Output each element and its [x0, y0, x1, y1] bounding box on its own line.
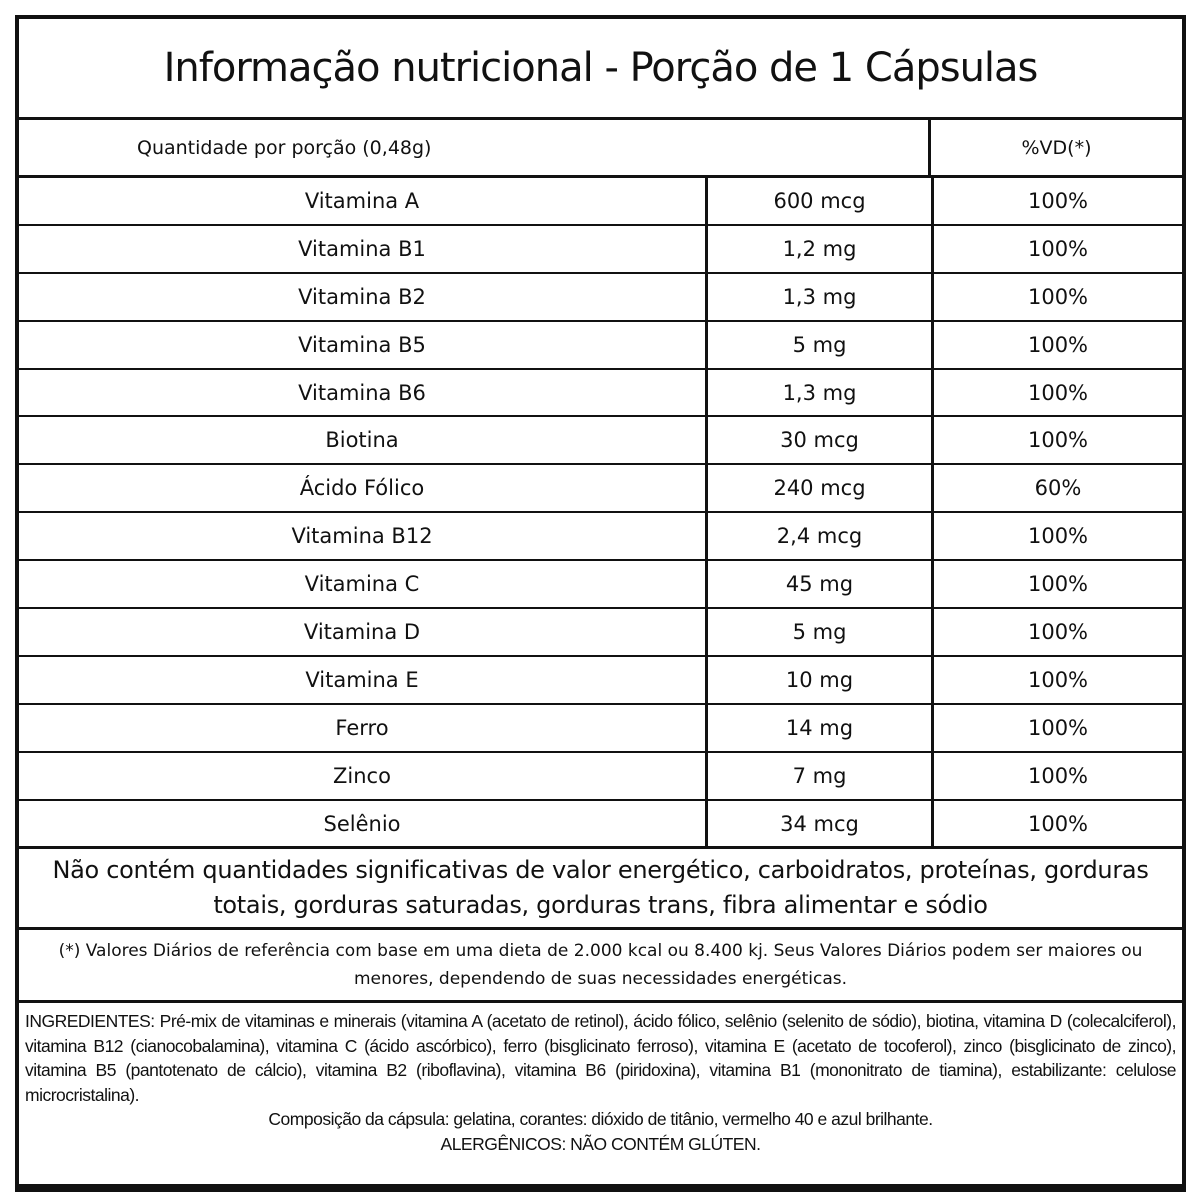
nutrient-name: Vitamina B2: [19, 273, 708, 320]
nutrient-dv: 100%: [1027, 811, 1089, 836]
nutrient-dv: 100%: [1027, 572, 1089, 597]
header-row: Quantidade por porção (0,48g) %VD(*): [19, 120, 1182, 178]
table-row: Vitamina B12 2,4 mcg 100%: [19, 513, 1182, 562]
table-row: Ácido Fólico 240 mcg 60%: [19, 465, 1182, 514]
table-row: Vitamina E 10 mg 100%: [19, 656, 1182, 705]
nutrient-dv: 60%: [1034, 476, 1082, 501]
nutrient-amount: 14 mg: [708, 704, 934, 751]
nutrient-dv: 100%: [1027, 332, 1089, 357]
nutrient-amount: 2,4 mcg: [708, 513, 934, 560]
table-row: Vitamina C 45 mg 100%: [19, 561, 1182, 610]
nutrient-amount: 30 mcg: [708, 417, 934, 464]
table-row: Vitamina A 600 mcg 100%: [19, 178, 1182, 226]
serving-size: Quantidade por porção (0,48g): [19, 120, 931, 175]
nutrient-amount: 10 mg: [708, 656, 934, 703]
nutrient-dv: 100%: [1027, 380, 1089, 405]
table-row: Zinco 7 mg 100%: [19, 752, 1182, 801]
nutrient-dv: 100%: [1027, 763, 1089, 788]
nutrient-name: Vitamina C: [19, 561, 708, 608]
nutrient-amount: 600 mcg: [708, 178, 934, 224]
nutrient-amount: 5 mg: [708, 609, 934, 655]
nutrient-name: Vitamina B12: [19, 513, 708, 560]
nutrient-dv: 100%: [1027, 524, 1089, 549]
capsule-composition: Composição da cápsula: gelatina, corante…: [268, 1109, 933, 1130]
nutrient-name: Selênio: [19, 800, 708, 847]
nutrient-amount: 7 mg: [708, 752, 934, 799]
nutrient-name: Vitamina D: [19, 609, 708, 655]
table-row: Ferro 14 mg 100%: [19, 704, 1182, 753]
nutrient-amount: 1,3 mg: [708, 273, 934, 320]
nutrient-amount: 1,2 mg: [708, 225, 934, 272]
nutrient-name: Ácido Fólico: [19, 465, 708, 512]
table-row: Biotina 30 mcg 100%: [19, 417, 1182, 466]
table-row: Vitamina B2 1,3 mg 100%: [19, 273, 1182, 322]
nutrient-dv: 100%: [1027, 715, 1089, 740]
allergens: ALERGÊNICOS: NÃO CONTÉM GLÚTEN.: [440, 1133, 761, 1154]
reference-note: (*) Valores Diários de referência com ba…: [19, 930, 1182, 1004]
nutrient-dv: 100%: [1027, 284, 1089, 309]
insignificant-note: Não contém quantidades significativas de…: [19, 849, 1182, 931]
table-row: Vitamina B1 1,2 mg 100%: [19, 225, 1182, 274]
ingredients-block: INGREDIENTES: Pré-mix de vitaminas e min…: [19, 1003, 1182, 1156]
dv-header: %VD(*): [1021, 136, 1092, 159]
nutrient-amount: 5 mg: [708, 321, 934, 368]
nutrient-amount: 45 mg: [708, 561, 934, 608]
nutrient-amount: 240 mcg: [708, 465, 934, 512]
nutrition-label: Informação nutricional - Porção de 1 Cáp…: [15, 15, 1186, 1192]
nutrient-name: Biotina: [19, 417, 708, 464]
nutrient-dv: 100%: [1027, 188, 1089, 213]
nutrient-dv: 100%: [1027, 667, 1089, 692]
ingredients-text: INGREDIENTES: Pré-mix de vitaminas e min…: [25, 1011, 1177, 1105]
nutrient-rows: Vitamina A 600 mcg 100% Vitamina B1 1,2 mg 10…: [19, 178, 1182, 850]
nutrient-dv: 100%: [1027, 619, 1089, 644]
label-title: Informação nutricional - Porção de 1 Cáp…: [19, 19, 1182, 120]
nutrient-name: Ferro: [19, 704, 708, 751]
nutrient-name: Vitamina B5: [19, 321, 708, 368]
nutrient-dv: 100%: [1027, 236, 1089, 261]
nutrient-amount: 1,3 mg: [708, 369, 934, 416]
nutrient-name: Vitamina A: [19, 178, 708, 224]
table-row: Vitamina B5 5 mg 100%: [19, 321, 1182, 370]
nutrient-name: Zinco: [19, 752, 708, 799]
table-row: Selênio 34 mcg 100%: [19, 800, 1182, 850]
nutrient-name: Vitamina B1: [19, 225, 708, 272]
nutrient-name: Vitamina E: [19, 656, 708, 703]
nutrient-dv: 100%: [1027, 428, 1089, 453]
nutrient-amount: 34 mcg: [708, 800, 934, 847]
nutrient-name: Vitamina B6: [19, 369, 708, 416]
table-row: Vitamina B6 1,3 mg 100%: [19, 369, 1182, 418]
